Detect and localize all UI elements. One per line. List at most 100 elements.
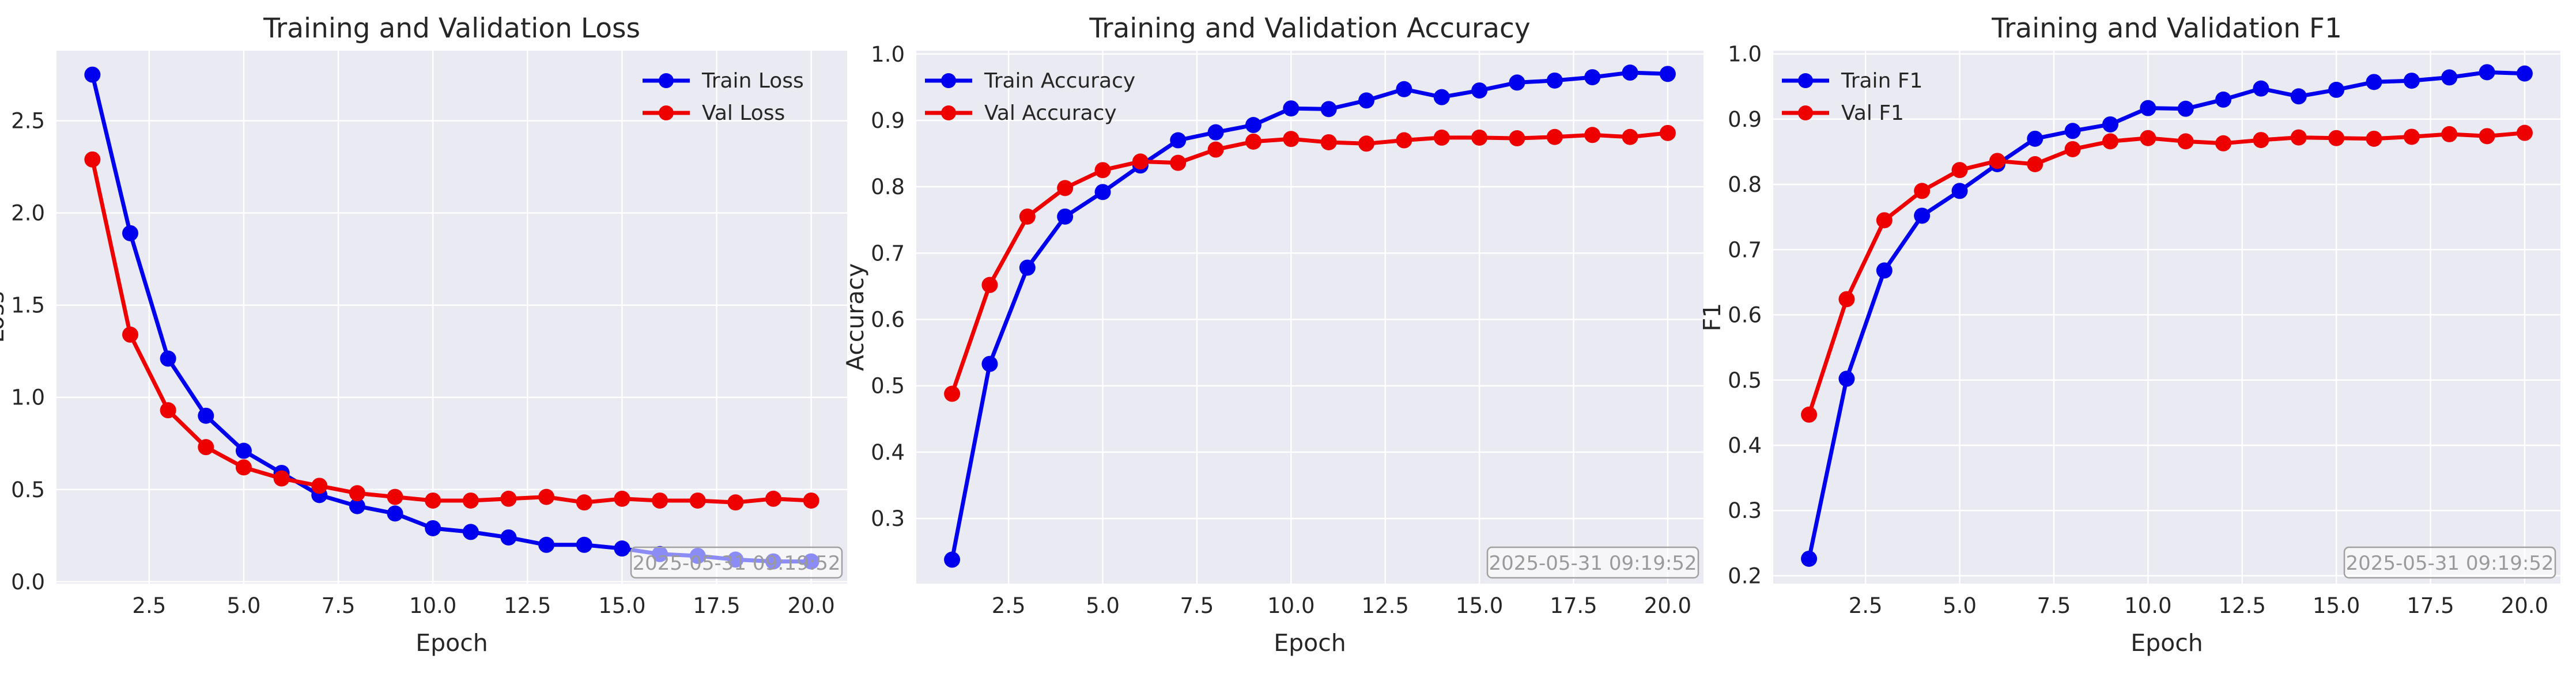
series-2-point bbox=[1396, 132, 1412, 149]
x-axis-label: Epoch bbox=[2131, 629, 2203, 657]
series-1-point bbox=[1622, 65, 1638, 81]
series-1-point bbox=[944, 551, 961, 568]
series-1-point bbox=[1433, 89, 1450, 105]
series-1-point bbox=[2064, 123, 2081, 139]
x-tick-label: 2.5 bbox=[992, 593, 1026, 618]
chart-title: Training and Validation Accuracy bbox=[1089, 13, 1530, 44]
x-tick-label: 7.5 bbox=[322, 593, 356, 618]
y-tick-label: 2.5 bbox=[11, 109, 45, 134]
series-1-point bbox=[387, 505, 403, 522]
legend-marker-1 bbox=[941, 73, 956, 88]
series-1-point bbox=[1838, 370, 1855, 387]
series-2-point bbox=[689, 492, 706, 509]
series-2-point bbox=[1320, 134, 1337, 150]
series-2-point bbox=[727, 494, 744, 511]
series-1-point bbox=[1659, 66, 1676, 82]
x-tick-label: 17.5 bbox=[693, 593, 740, 618]
series-1-point bbox=[1876, 262, 1893, 279]
series-1-point bbox=[1471, 82, 1488, 99]
timestamp-text: 2025-05-31 09:19:52 bbox=[1489, 552, 1697, 575]
series-2-point bbox=[1914, 183, 1931, 199]
series-2-point bbox=[1659, 124, 1676, 141]
series-1-point bbox=[1320, 101, 1337, 118]
y-tick-label: 1.0 bbox=[871, 42, 905, 67]
series-1-point bbox=[2290, 88, 2307, 105]
y-tick-label: 1.5 bbox=[11, 293, 45, 318]
series-2-point bbox=[765, 490, 781, 507]
series-2-point bbox=[1838, 291, 1855, 308]
y-tick-label: 0.7 bbox=[1728, 237, 1762, 262]
series-2-point bbox=[981, 277, 998, 293]
series-2-point bbox=[2328, 130, 2345, 146]
timestamp-box bbox=[2343, 546, 2556, 579]
x-tick-label: 15.0 bbox=[2313, 593, 2360, 618]
plot-area bbox=[916, 51, 1704, 584]
series-2-point bbox=[2102, 133, 2118, 150]
series-1-point bbox=[2253, 80, 2269, 97]
series-1-point bbox=[1509, 74, 1525, 91]
series-1-point bbox=[2027, 130, 2044, 147]
x-tick-label: 17.5 bbox=[2407, 593, 2454, 618]
series-2-point bbox=[1471, 129, 1488, 146]
x-tick-label: 20.0 bbox=[787, 593, 834, 618]
x-tick-label: 12.5 bbox=[1362, 593, 1409, 618]
series-1-point bbox=[500, 529, 517, 546]
series-2-point bbox=[1170, 154, 1187, 171]
y-tick-label: 0.9 bbox=[1728, 107, 1762, 132]
y-axis-label: F1 bbox=[1698, 303, 1726, 332]
plot-area bbox=[56, 51, 847, 584]
series-1-point bbox=[2140, 100, 2156, 116]
series-2-point bbox=[2403, 128, 2420, 145]
series-2-point bbox=[576, 494, 592, 511]
series-1-point bbox=[2516, 65, 2533, 82]
series-2-point bbox=[2516, 124, 2533, 141]
series-1-point bbox=[122, 225, 139, 241]
series-2-point bbox=[2027, 156, 2044, 173]
series-1-point bbox=[2403, 73, 2420, 89]
series-2-point bbox=[122, 326, 139, 343]
series-2-point bbox=[1546, 128, 1563, 145]
y-tick-label: 1.0 bbox=[11, 385, 45, 410]
series-2-point bbox=[1951, 162, 1968, 179]
series-2-point bbox=[1584, 127, 1601, 143]
series-1-point bbox=[1951, 183, 1968, 199]
series-2-point bbox=[2479, 128, 2495, 145]
series-2-point bbox=[1132, 153, 1149, 170]
series-2-point bbox=[652, 492, 668, 509]
series-2-point bbox=[1245, 133, 1261, 150]
x-tick-label: 5.0 bbox=[1086, 593, 1120, 618]
y-axis-label: Loss bbox=[0, 291, 9, 343]
series-1-point bbox=[349, 498, 365, 514]
series-2-point bbox=[614, 490, 630, 507]
series-1-point bbox=[538, 536, 555, 553]
y-tick-label: 0.5 bbox=[871, 374, 905, 399]
legend-marker-2 bbox=[1798, 105, 1813, 120]
y-tick-label: 0.3 bbox=[871, 506, 905, 531]
y-tick-label: 0.6 bbox=[871, 308, 905, 332]
series-1-point bbox=[1546, 72, 1563, 89]
y-tick-label: 0.4 bbox=[1728, 433, 1762, 458]
series-2-point bbox=[1622, 128, 1638, 145]
series-2-point bbox=[1801, 406, 1818, 423]
series-2-point bbox=[2253, 132, 2269, 149]
series-1-point bbox=[2479, 64, 2495, 81]
y-tick-label: 0.6 bbox=[1728, 303, 1762, 328]
timestamp-text: 2025-05-31 09:19:52 bbox=[632, 552, 840, 575]
y-tick-label: 0.7 bbox=[871, 241, 905, 266]
x-tick-label: 17.5 bbox=[1550, 593, 1597, 618]
series-2-point bbox=[160, 402, 176, 419]
y-tick-label: 0.8 bbox=[871, 175, 905, 199]
series-1-point bbox=[462, 524, 479, 540]
chart-title: Training and Validation Loss bbox=[263, 13, 640, 44]
series-1-point bbox=[1207, 124, 1224, 141]
series-1-point bbox=[1094, 184, 1111, 200]
series-2-point bbox=[2366, 130, 2382, 147]
series-2-point bbox=[2215, 135, 2232, 152]
x-tick-label: 2.5 bbox=[132, 593, 166, 618]
series-1-point bbox=[1057, 208, 1074, 225]
series-2-point bbox=[349, 485, 365, 502]
series-2-point bbox=[1094, 162, 1111, 179]
x-tick-label: 15.0 bbox=[1456, 593, 1503, 618]
x-tick-label: 15.0 bbox=[598, 593, 645, 618]
